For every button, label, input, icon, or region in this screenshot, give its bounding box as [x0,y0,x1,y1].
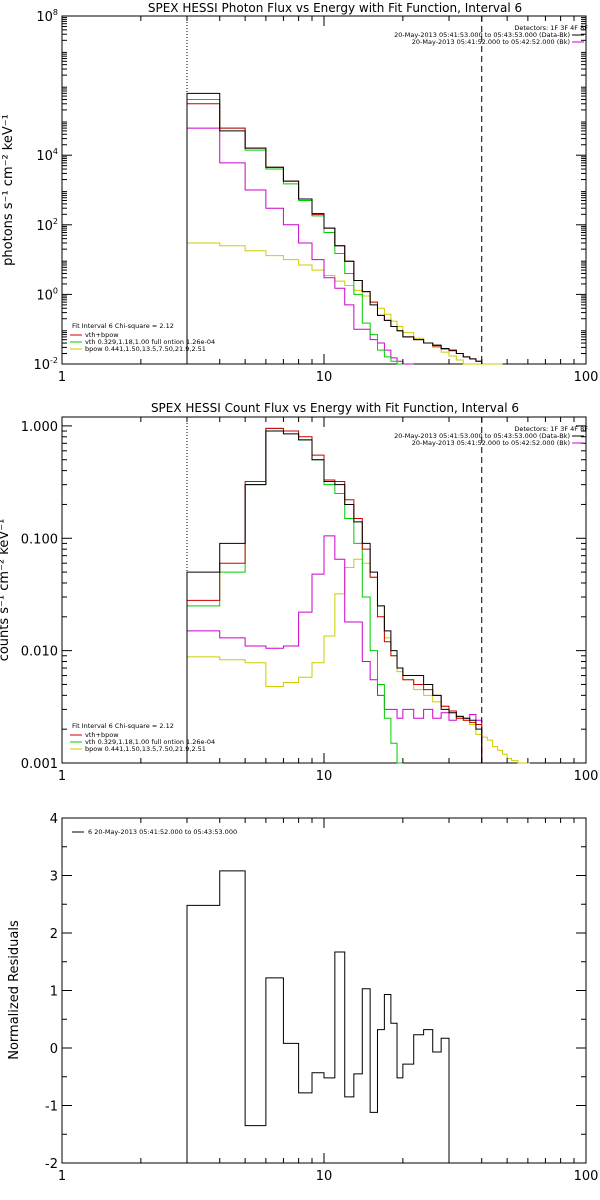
photon-bpow-series [186,242,503,365]
residuals-x-tick-label: 1 [58,1169,66,1184]
count-y-tick-label: 1.000 [21,420,58,435]
count-legend-vth: vth 0.329,1.18,1.00 full ontion 1.26e-04 [85,738,215,746]
residuals-y-tick-label: 2 [50,927,58,942]
count-chart-title: SPEX HESSI Count Flux vs Energy with Fit… [151,401,519,415]
count-series-layer [186,427,530,764]
photon-x-tick-label: 100 [574,370,599,385]
count-x-tick-label: 100 [574,769,599,784]
count-bg-series [186,535,483,763]
count-x-tick-label: 10 [316,769,333,784]
photon-y-tick-exponent: 2 [53,217,58,226]
count-legend-bk: 20-May-2013 05:41:52.000 to 05:42:52.000… [412,439,570,447]
count-y-axis-label: counts s⁻¹ cm⁻² keV⁻¹ [0,519,12,662]
residuals-y-tick-label: 4 [50,812,58,827]
photon-legend-thbpow: vth+bpow [85,331,119,339]
photon-y-tick-exponent: 8 [53,8,58,17]
photon-legend-detectors: Detectors: 1F 3F 4F 8F [514,24,588,32]
residuals-legend: 6 20-May-2013 05:41:52.000 to 05:43:53.0… [72,828,237,836]
count-axes-layer: 1 10 100 0.001 0.010 0.100 1.000 [21,417,599,784]
residuals-y-tick-label: -2 [45,1157,58,1172]
photon-legend-fit: Fit Interval 6 Chi-square = 2.12 [72,322,174,330]
count-y-tick-label: 0.001 [21,757,58,772]
residuals-x-tick-label: 10 [316,1169,333,1184]
photon-chart-title: SPEX HESSI Photon Flux vs Energy with Fi… [148,1,522,15]
residuals-panel: 1 10 100 -2 -1 0 1 2 3 4 Normalized Residuals 6 2… [7,812,598,1184]
count-flux-panel: SPEX HESSI Count Flux vs Energy with Fit… [0,401,598,784]
photon-y-tick-label: 100 [36,286,58,303]
count-legend-detectors: Detectors: 1F 3F 4F 8F [514,425,588,433]
photon-y-axis-label: photons s⁻¹ cm⁻² keV⁻¹ [1,114,16,266]
photon-y-tick-exponent: -2 [50,356,58,365]
count-total-series [186,430,483,763]
count-y-tick-label: 0.100 [21,532,58,547]
photon-y-tick-exponent: 4 [53,147,58,156]
photon-legend-vth: vth 0.329,1.18,1.00 full ontion 1.26e-04 [85,338,215,346]
residuals-y-tick-label: 3 [50,870,58,885]
count-legend-bpow: bpow 0.441,1.50,13.5,7.50,21.9,2.51 [85,745,206,753]
photon-x-tick-label: 1 [58,370,66,385]
photon-legend-left: Fit Interval 6 Chi-square = 2.12 vth+bpo… [70,322,215,353]
residuals-total-series [186,870,450,1163]
photon-bg-series [186,127,414,365]
photon-series-layer [186,92,503,365]
photon-total-series [186,92,483,364]
count-x-tick-label: 1 [58,769,66,784]
count-thbpow-series [186,427,483,763]
count-legend-data-bk: 20-May-2013 05:41:53.000 to 05:43:53.000… [394,432,570,440]
residuals-series-layer [186,870,450,1163]
photon-y-tick-exponent: 0 [53,286,58,295]
photon-y-tick-label: 104 [36,147,58,164]
photon-vth-series [186,98,403,365]
photon-legend-right: Detectors: 1F 3F 4F 8F 20-May-2013 05:41… [394,24,588,46]
count-legend-left: Fit Interval 6 Chi-square = 2.12 vth+bpo… [70,722,215,753]
residuals-y-tick-label: 0 [50,1042,58,1057]
photon-legend-data-bk: 20-May-2013 05:41:53.000 to 05:43:53.000… [394,31,570,39]
photon-legend-bk: 20-May-2013 05:41:52.000 to 05:42:52.000… [412,38,570,46]
photon-flux-panel: SPEX HESSI Photon Flux vs Energy with Fi… [1,1,598,385]
residuals-legend-text: 6 20-May-2013 05:41:52.000 to 05:43:53.0… [88,828,237,836]
count-legend-thbpow: vth+bpow [85,731,119,739]
photon-y-tick-label: 108 [36,8,58,25]
photon-y-tick-label: 102 [36,217,58,234]
residuals-x-tick-label: 100 [574,1169,599,1184]
count-legend-right: Detectors: 1F 3F 4F 8F 20-May-2013 05:41… [394,425,588,447]
residuals-axes-layer: 1 10 100 -2 -1 0 1 2 3 4 [45,812,598,1184]
count-y-tick-label: 0.010 [21,645,58,660]
photon-x-tick-label: 10 [316,370,333,385]
residuals-y-tick-label: -1 [45,1100,58,1115]
count-legend-fit: Fit Interval 6 Chi-square = 2.12 [72,722,174,730]
photon-legend-bpow: bpow 0.441,1.50,13.5,7.50,21.9,2.51 [85,345,206,353]
residuals-y-tick-label: 1 [50,985,58,1000]
residuals-y-axis-label: Normalized Residuals [7,920,22,1060]
